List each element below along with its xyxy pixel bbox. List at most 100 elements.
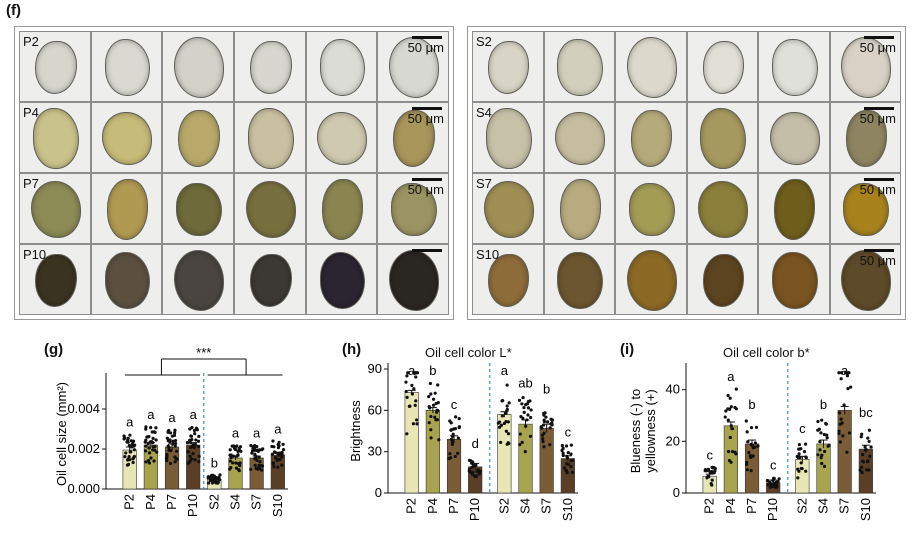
data-point	[507, 401, 511, 405]
data-point	[505, 404, 509, 408]
data-point	[173, 431, 177, 435]
data-point	[174, 449, 179, 453]
micrograph-S-3-1	[543, 244, 615, 315]
data-point	[745, 468, 749, 472]
data-point	[820, 461, 824, 466]
x-tick-label: S4	[816, 498, 831, 514]
data-point	[860, 465, 864, 469]
oil-cell-image	[102, 111, 153, 166]
oil-cell-image	[176, 182, 222, 237]
data-point	[837, 429, 841, 433]
data-point	[436, 383, 440, 387]
data-point	[249, 443, 253, 448]
significance-letter: a	[126, 414, 134, 429]
oil-cell-image	[843, 182, 890, 237]
data-point	[772, 476, 776, 480]
row-label: S7	[476, 176, 492, 191]
data-point	[765, 478, 770, 483]
significance-letter: bc	[859, 405, 873, 420]
data-point	[271, 439, 275, 443]
data-point	[230, 444, 234, 448]
data-point	[797, 452, 801, 456]
significance-letter: a	[232, 426, 240, 441]
oil-cell-image	[488, 253, 530, 308]
data-point	[798, 456, 802, 460]
data-point	[239, 449, 243, 454]
data-point	[253, 443, 257, 448]
data-point	[427, 404, 431, 409]
y-axis-label: Blueness (-) to	[628, 389, 643, 474]
data-point	[713, 466, 717, 471]
oil-cell-image	[250, 40, 292, 95]
data-point	[709, 481, 713, 486]
data-point	[749, 468, 753, 473]
data-point	[196, 439, 201, 443]
data-point	[144, 427, 148, 431]
data-point	[561, 451, 565, 455]
data-point	[542, 445, 546, 449]
x-tick-label: S7	[249, 494, 264, 510]
data-point	[149, 456, 153, 460]
bar-S2	[795, 459, 810, 494]
x-tick-label: S10	[858, 498, 873, 521]
data-point	[561, 446, 565, 450]
data-point	[802, 449, 807, 454]
data-point	[506, 432, 511, 436]
data-point	[271, 462, 275, 466]
data-point	[843, 371, 848, 375]
data-point	[412, 387, 416, 391]
micrograph-P-1-5: 50 μm	[377, 102, 449, 173]
micrograph-P-2-3	[234, 173, 306, 244]
data-point	[427, 421, 431, 425]
significance-letter: b	[543, 381, 550, 396]
micrograph-grid-s: S2 50 μm S4 50 μm S7 50 μm S10 50 μm	[467, 26, 906, 320]
data-point	[505, 383, 509, 387]
data-point	[281, 448, 286, 452]
panel-letter-g: (g)	[44, 341, 64, 358]
data-point	[754, 425, 759, 429]
data-point	[569, 452, 573, 456]
data-point	[270, 452, 274, 456]
oil-cell-image	[841, 250, 892, 311]
data-point	[522, 405, 526, 410]
micrograph-P-0-4	[305, 31, 378, 102]
oil-cell-image	[389, 37, 440, 98]
data-point	[816, 428, 820, 432]
data-point	[144, 444, 148, 448]
data-point	[753, 441, 757, 445]
data-point	[518, 443, 522, 447]
significance-letter: a	[147, 407, 155, 422]
data-point	[706, 467, 711, 471]
data-point	[130, 442, 134, 446]
data-point	[453, 454, 457, 459]
y-tick-label: 40	[666, 382, 680, 397]
y-tick-label: 0.004	[67, 401, 100, 416]
oil-cell-image	[702, 40, 744, 95]
data-point	[194, 438, 198, 442]
data-point	[548, 426, 552, 430]
x-tick-label: P10	[765, 498, 780, 521]
data-point	[412, 371, 416, 375]
data-point	[173, 460, 177, 464]
data-point	[541, 439, 545, 444]
micrograph-S-2-1	[543, 173, 615, 244]
data-point	[414, 375, 418, 379]
data-point	[522, 410, 526, 414]
data-point	[237, 462, 241, 466]
row-label: S4	[476, 105, 492, 120]
scale-bar-label: 50 μm	[407, 40, 444, 55]
data-point	[818, 448, 822, 452]
data-point	[529, 408, 533, 412]
micrograph-S-0-3	[686, 31, 758, 102]
scale-bar-label: 50 μm	[859, 253, 896, 268]
y-axis-label: yellowness (+)	[643, 389, 658, 472]
data-point	[504, 420, 508, 424]
x-tick-label: P7	[446, 498, 461, 514]
x-tick-label: P2	[702, 498, 717, 514]
data-point	[570, 470, 575, 474]
data-point	[865, 468, 869, 472]
data-point	[866, 459, 870, 463]
data-point	[505, 442, 509, 446]
scale-bar-label: 50 μm	[407, 182, 444, 197]
